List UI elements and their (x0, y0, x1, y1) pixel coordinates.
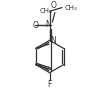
Text: F: F (47, 80, 52, 89)
Text: CH₃: CH₃ (64, 5, 77, 11)
Text: CH₃: CH₃ (40, 8, 53, 14)
Text: O: O (50, 1, 56, 10)
Text: O: O (33, 20, 39, 30)
Text: N: N (50, 36, 56, 45)
Text: N: N (45, 20, 51, 29)
